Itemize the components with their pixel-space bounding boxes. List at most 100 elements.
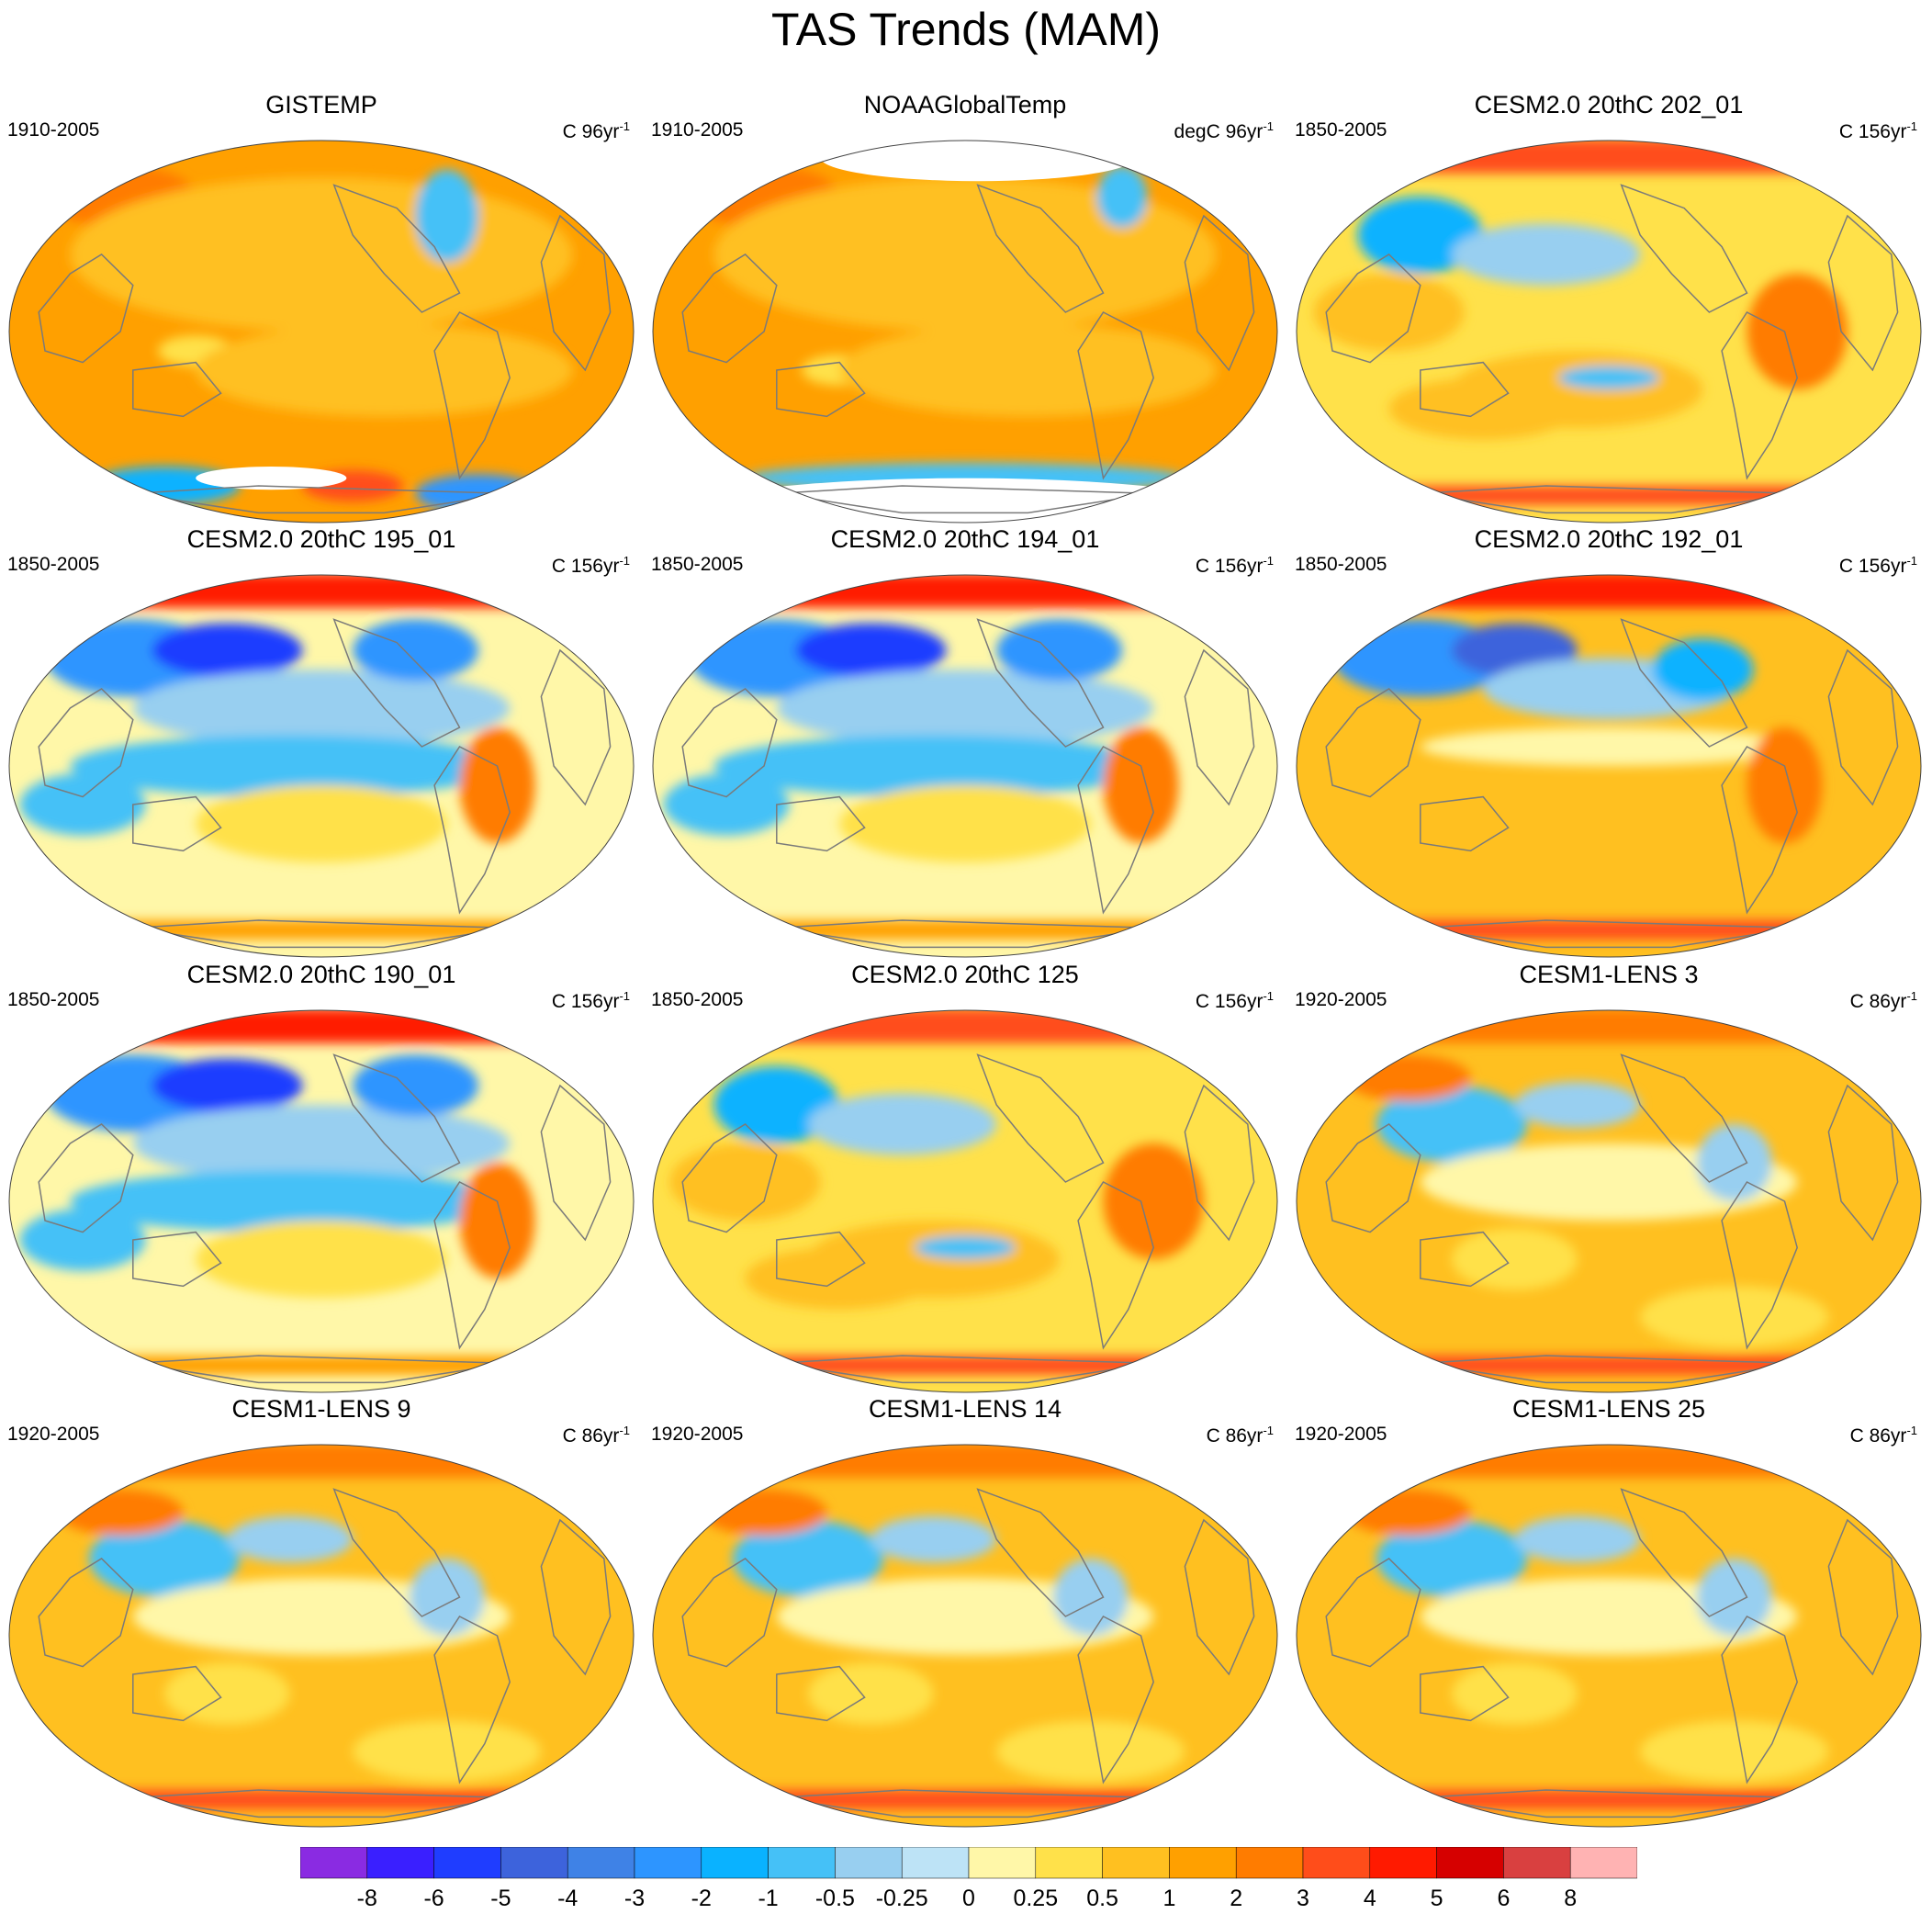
trend-anomaly-region [196,1221,447,1298]
coastline [1620,618,1748,748]
arctic-trend-band [653,1445,1277,1478]
panel-units-label: C [1849,1425,1864,1447]
panel-units-label: C [562,121,577,142]
coastline [1184,648,1255,806]
coastline [433,1181,511,1350]
panel-period: 1850-2005 [7,554,100,575]
trend-anomaly-region [196,785,447,862]
arctic-trend-band [653,1010,1277,1043]
antarctic-trend-band [653,920,1277,940]
trend-anomaly-region [996,1720,1185,1783]
arctic-trend-band [1297,575,1921,608]
trend-anomaly-region [795,623,947,678]
arctic-trend-band [9,1445,634,1478]
coastline [332,1053,461,1183]
colorbar-tick-label: -0.25 [875,1886,928,1911]
trend-anomaly-region [132,670,511,747]
colorbar-swatch [1035,1847,1103,1879]
panel-trend-length: 96yr [1225,121,1264,142]
coastline [1325,253,1421,364]
panel-units: C 86yr-1 [563,1419,630,1448]
coastline [1077,746,1154,915]
map-outline [1296,1444,1922,1828]
trend-anomaly-region [152,1058,303,1113]
coastline [38,688,134,798]
panel-units-label: C [1838,556,1854,577]
map-outline [1296,1009,1922,1393]
panel-period: 1850-2005 [1295,554,1387,575]
arctic-trend-band [1297,1445,1921,1478]
robinson-map [8,1009,635,1393]
robinson-map [652,140,1278,524]
trend-anomaly-region [57,1489,184,1536]
coastline [1184,214,1255,372]
robinson-map [8,1444,635,1828]
trend-anomaly-region [871,1515,997,1563]
colorbar-swatch [567,1847,635,1879]
panel-units-label: degC [1174,121,1220,142]
panel-units: C 156yr-1 [552,549,630,579]
trend-anomaly-region [152,623,303,678]
panel-trend-length: 86yr [1225,1425,1264,1447]
map-panel: CESM2.0 20thC 125 1850-2005 C 156yr-1 [644,959,1286,1395]
map-outline [1296,140,1922,524]
coastline [132,1665,222,1722]
coastline [1420,1665,1510,1722]
coastline [681,1123,778,1233]
antarctic-trend-band [9,1790,634,1809]
coastline [38,253,134,364]
antarctic-trend-band [1297,1790,1921,1809]
map-panel: CESM1-LENS 14 1920-2005 C 86yr-1 [644,1393,1286,1830]
panel-units: C 156yr-1 [1196,549,1274,579]
coastline [540,1084,612,1242]
panel-trend-exponent: -1 [1906,989,1917,1003]
coastline [1077,311,1154,480]
trend-anomaly-region [1376,1520,1528,1597]
colorbar-tick-label: 0 [962,1886,975,1911]
trend-anomaly-region [353,1054,478,1117]
panel-units-label: C [1838,121,1854,142]
trend-anomaly-region [701,1489,827,1536]
panel-period: 1850-2005 [651,554,744,575]
map-outline [8,574,635,958]
coastline [540,648,612,806]
colorbar-tick-label: -0.5 [814,1886,855,1911]
panel-trend-exponent: -1 [1906,119,1917,133]
panel-trend-exponent: -1 [1263,119,1274,133]
colorbar-swatch [300,1847,368,1879]
panel-trend-length: 156yr [1214,991,1264,1012]
trend-anomaly-region [808,1093,997,1155]
colorbar-swatch [701,1847,769,1879]
map-panel: CESM2.0 20thC 192_01 1850-2005 C 156yr-1 [1287,524,1930,960]
coastline [776,1231,866,1288]
panel-trend-length: 86yr [1869,991,1907,1012]
coastline [1721,1181,1798,1350]
arctic-trend-band [9,1010,634,1043]
map-panel: CESM1-LENS 3 1920-2005 C 86yr-1 [1287,959,1930,1395]
missing-data-region [196,467,347,490]
trend-anomaly-region [1652,638,1754,701]
antarctic-trend-band [653,1356,1277,1375]
trend-anomaly-region [1052,1559,1129,1636]
map-panel: CESM2.0 20thC 202_01 1850-2005 C 156yr-1 [1287,89,1930,525]
trend-anomaly-region [1452,1228,1578,1290]
panel-units: C 86yr-1 [1850,985,1917,1014]
map-outline [8,1444,635,1828]
figure-title: TAS Trends (MAM) [770,4,1162,55]
trend-anomaly-region [1640,1286,1829,1348]
panel-period: 1850-2005 [651,989,744,1010]
trend-anomaly-region [415,169,478,263]
trend-anomaly-region [915,1235,1016,1259]
colorbar-swatch [500,1847,568,1879]
coastline [1325,1123,1421,1233]
trend-anomaly-region [353,619,478,681]
panel-title: GISTEMP [265,91,377,118]
panel-title: CESM2.0 20thC 190_01 [186,961,456,988]
trend-anomaly-region [70,177,573,332]
coastline [332,184,461,313]
map-panel: CESM1-LENS 9 1920-2005 C 86yr-1 [0,1393,643,1830]
panel-title: CESM2.0 20thC 125 [851,961,1079,988]
panel-period: 1920-2005 [1295,1424,1387,1445]
colorbar-tick-label: 4 [1363,1886,1376,1911]
colorbar-tick-label: 8 [1564,1886,1578,1911]
